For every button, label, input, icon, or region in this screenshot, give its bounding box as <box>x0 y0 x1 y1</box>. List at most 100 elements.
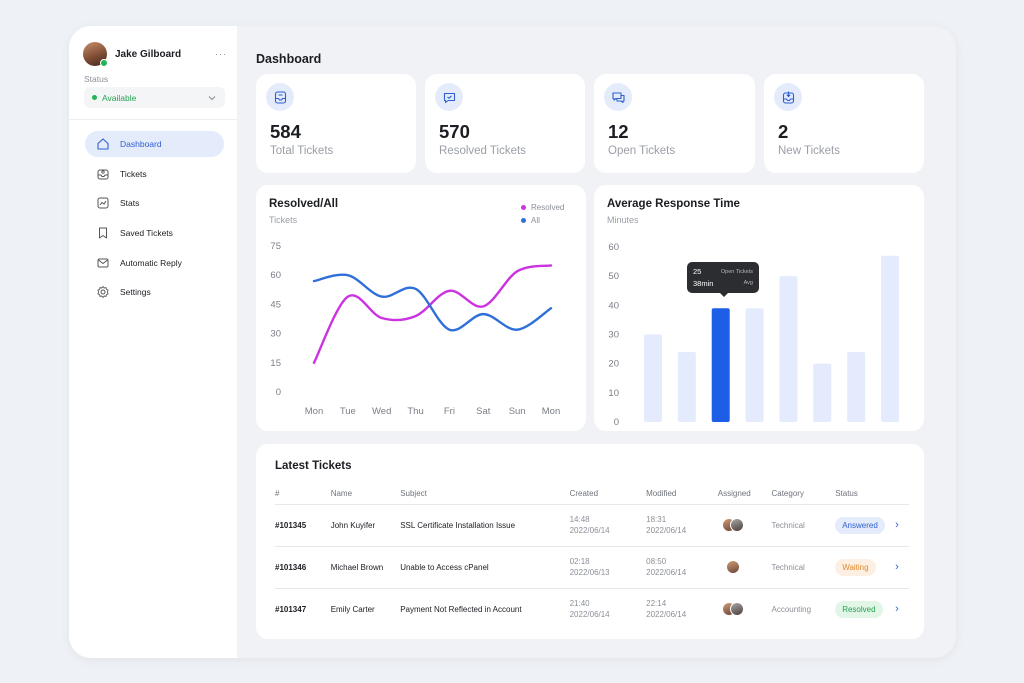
modified-time: 22:14 <box>646 599 667 609</box>
chat-check-icon <box>435 83 463 111</box>
inbox-icon <box>266 83 294 111</box>
sidebar-item-tickets[interactable]: Tickets <box>85 161 224 187</box>
column-header[interactable]: Name <box>330 484 401 505</box>
ticket-category: Technical <box>771 504 836 547</box>
ticket-subject: Unable to Access cPanel <box>400 546 570 589</box>
user-profile[interactable]: Jake Gilboard ··· <box>83 40 227 68</box>
y-tick-label: 15 <box>270 358 281 369</box>
column-header[interactable]: Created <box>569 484 647 505</box>
column-header[interactable]: Subject <box>400 484 570 505</box>
x-tick-label: Tue <box>679 430 695 431</box>
avatar[interactable] <box>725 560 740 574</box>
y-tick-label: 60 <box>608 242 619 253</box>
response-time-chart-card: Average Response Time Minutes 0 10 20 30 40 5… <box>594 185 924 431</box>
legend-label: Resolved <box>531 203 565 212</box>
x-tick-label: Mon <box>644 430 662 431</box>
app-window: Jake Gilboard ··· Status Available Dashb… <box>69 26 956 658</box>
tooltip-value-label: Open Tickets <box>720 268 753 275</box>
created-time: 02:18 <box>569 557 590 566</box>
stat-card-new: 2 New Tickets <box>764 74 924 173</box>
chat-bubbles-icon <box>604 83 632 111</box>
chart-tooltip: 25 Open Tickets 38min Avg <box>687 262 759 297</box>
ticket-name: Emily Carter <box>330 604 375 614</box>
legend-item-all[interactable]: All <box>521 214 564 227</box>
ticket-created: 02:18 2022/06/13 <box>569 546 647 589</box>
stat-label: Open Tickets <box>608 145 676 157</box>
sidebar-item-stats[interactable]: Stats <box>85 190 224 216</box>
column-header[interactable]: Status <box>835 484 896 505</box>
x-tick-label: Mon <box>542 406 560 417</box>
bar <box>847 352 866 422</box>
ticket-category: Technical <box>771 546 836 589</box>
ticket-modified: 08:50 2022/06/14 <box>646 546 718 589</box>
y-tick-label: 30 <box>608 330 619 341</box>
stat-card-total: 584 Total Tickets <box>256 74 416 173</box>
avatar[interactable] <box>729 518 744 532</box>
table-row[interactable]: #101345 John Kuyifer SSL Certificate Ins… <box>275 504 909 547</box>
sidebar-item-label: Dashboard <box>120 139 162 149</box>
y-tick-label: 30 <box>270 329 281 340</box>
y-tick-label: 75 <box>270 241 281 252</box>
page-title: Dashboard <box>256 52 322 66</box>
sidebar-item-automatic-reply[interactable]: Automatic Reply <box>85 250 224 276</box>
stat-value: 570 <box>439 121 470 142</box>
chevron-right-icon[interactable]: › <box>895 519 899 531</box>
row-action: › <box>895 504 909 547</box>
sidebar-nav: Dashboard Tickets Stats Saved Tickets Au… <box>85 131 224 309</box>
series-line-resolved <box>312 264 553 364</box>
bar <box>779 276 798 422</box>
chart-title: Average Response Time <box>607 198 740 210</box>
sidebar-item-dashboard[interactable]: Dashboard <box>85 131 224 157</box>
column-header[interactable]: # <box>275 484 331 505</box>
ticket-name: Michael Brown <box>330 546 401 589</box>
sidebar-item-label: Stats <box>120 198 140 209</box>
ticket-assigned <box>717 546 772 589</box>
bar <box>881 255 899 422</box>
status-dropdown[interactable]: Available <box>84 87 225 108</box>
more-icon[interactable]: ··· <box>215 49 227 59</box>
sidebar-item-label: Settings <box>120 287 151 298</box>
status-badge: Resolved <box>835 600 883 618</box>
bar <box>677 352 696 422</box>
legend-dot-icon <box>521 218 526 223</box>
stat-value: 584 <box>270 121 301 142</box>
x-tick-label: Fri <box>783 430 794 431</box>
ticket-modified: 18:31 2022/06/14 <box>646 504 718 547</box>
chart-title: Resolved/All <box>269 198 339 210</box>
x-tick-label: Wed <box>711 430 730 431</box>
sidebar-item-settings[interactable]: Settings <box>85 279 224 305</box>
tickets-table: # Name Subject Created Modified Assigned… <box>275 484 909 630</box>
created-date: 2022/06/14 <box>569 526 610 535</box>
created-time: 14:48 <box>569 515 590 524</box>
table-row[interactable]: #101346 Michael Brown Unable to Access c… <box>275 546 909 589</box>
created-date: 2022/06/14 <box>569 610 610 620</box>
stat-label: Total Tickets <box>270 145 334 157</box>
legend-item-resolved[interactable]: Resolved <box>521 201 564 214</box>
table-row[interactable]: #101347 Emily Carter Payment Not Reflect… <box>275 588 909 630</box>
x-tick-label: Sat <box>815 430 830 431</box>
chart-subtitle: Minutes <box>607 215 639 225</box>
status-badge: Waiting <box>835 558 876 576</box>
sidebar-item-saved-tickets[interactable]: Saved Tickets <box>85 220 224 246</box>
chevron-right-icon[interactable]: › <box>895 561 899 573</box>
avatar[interactable] <box>729 602 744 617</box>
column-header[interactable]: Category <box>771 484 836 505</box>
stat-label: New Tickets <box>778 145 840 157</box>
column-header[interactable]: Assigned <box>717 484 772 505</box>
modified-date: 2022/06/14 <box>646 610 687 620</box>
sidebar-item-label: Saved Tickets <box>120 228 173 239</box>
avatar <box>83 42 108 67</box>
column-header[interactable]: Modified <box>646 484 718 505</box>
status-label: Status <box>84 74 109 84</box>
y-tick-label: 0 <box>614 417 619 428</box>
y-tick-label: 60 <box>270 270 281 281</box>
status-badge: Answered <box>835 516 885 534</box>
stat-card-resolved: 570 Resolved Tickets <box>425 74 585 173</box>
x-tick-label: Mon <box>881 430 899 431</box>
ticket-modified: 22:14 2022/06/14 <box>646 588 718 630</box>
chevron-right-icon[interactable]: › <box>895 603 899 616</box>
chart-subtitle: Tickets <box>269 215 298 225</box>
inbox-new-icon <box>774 83 802 111</box>
table-header-row: # Name Subject Created Modified Assigned… <box>275 484 909 505</box>
mail-icon <box>97 258 109 268</box>
